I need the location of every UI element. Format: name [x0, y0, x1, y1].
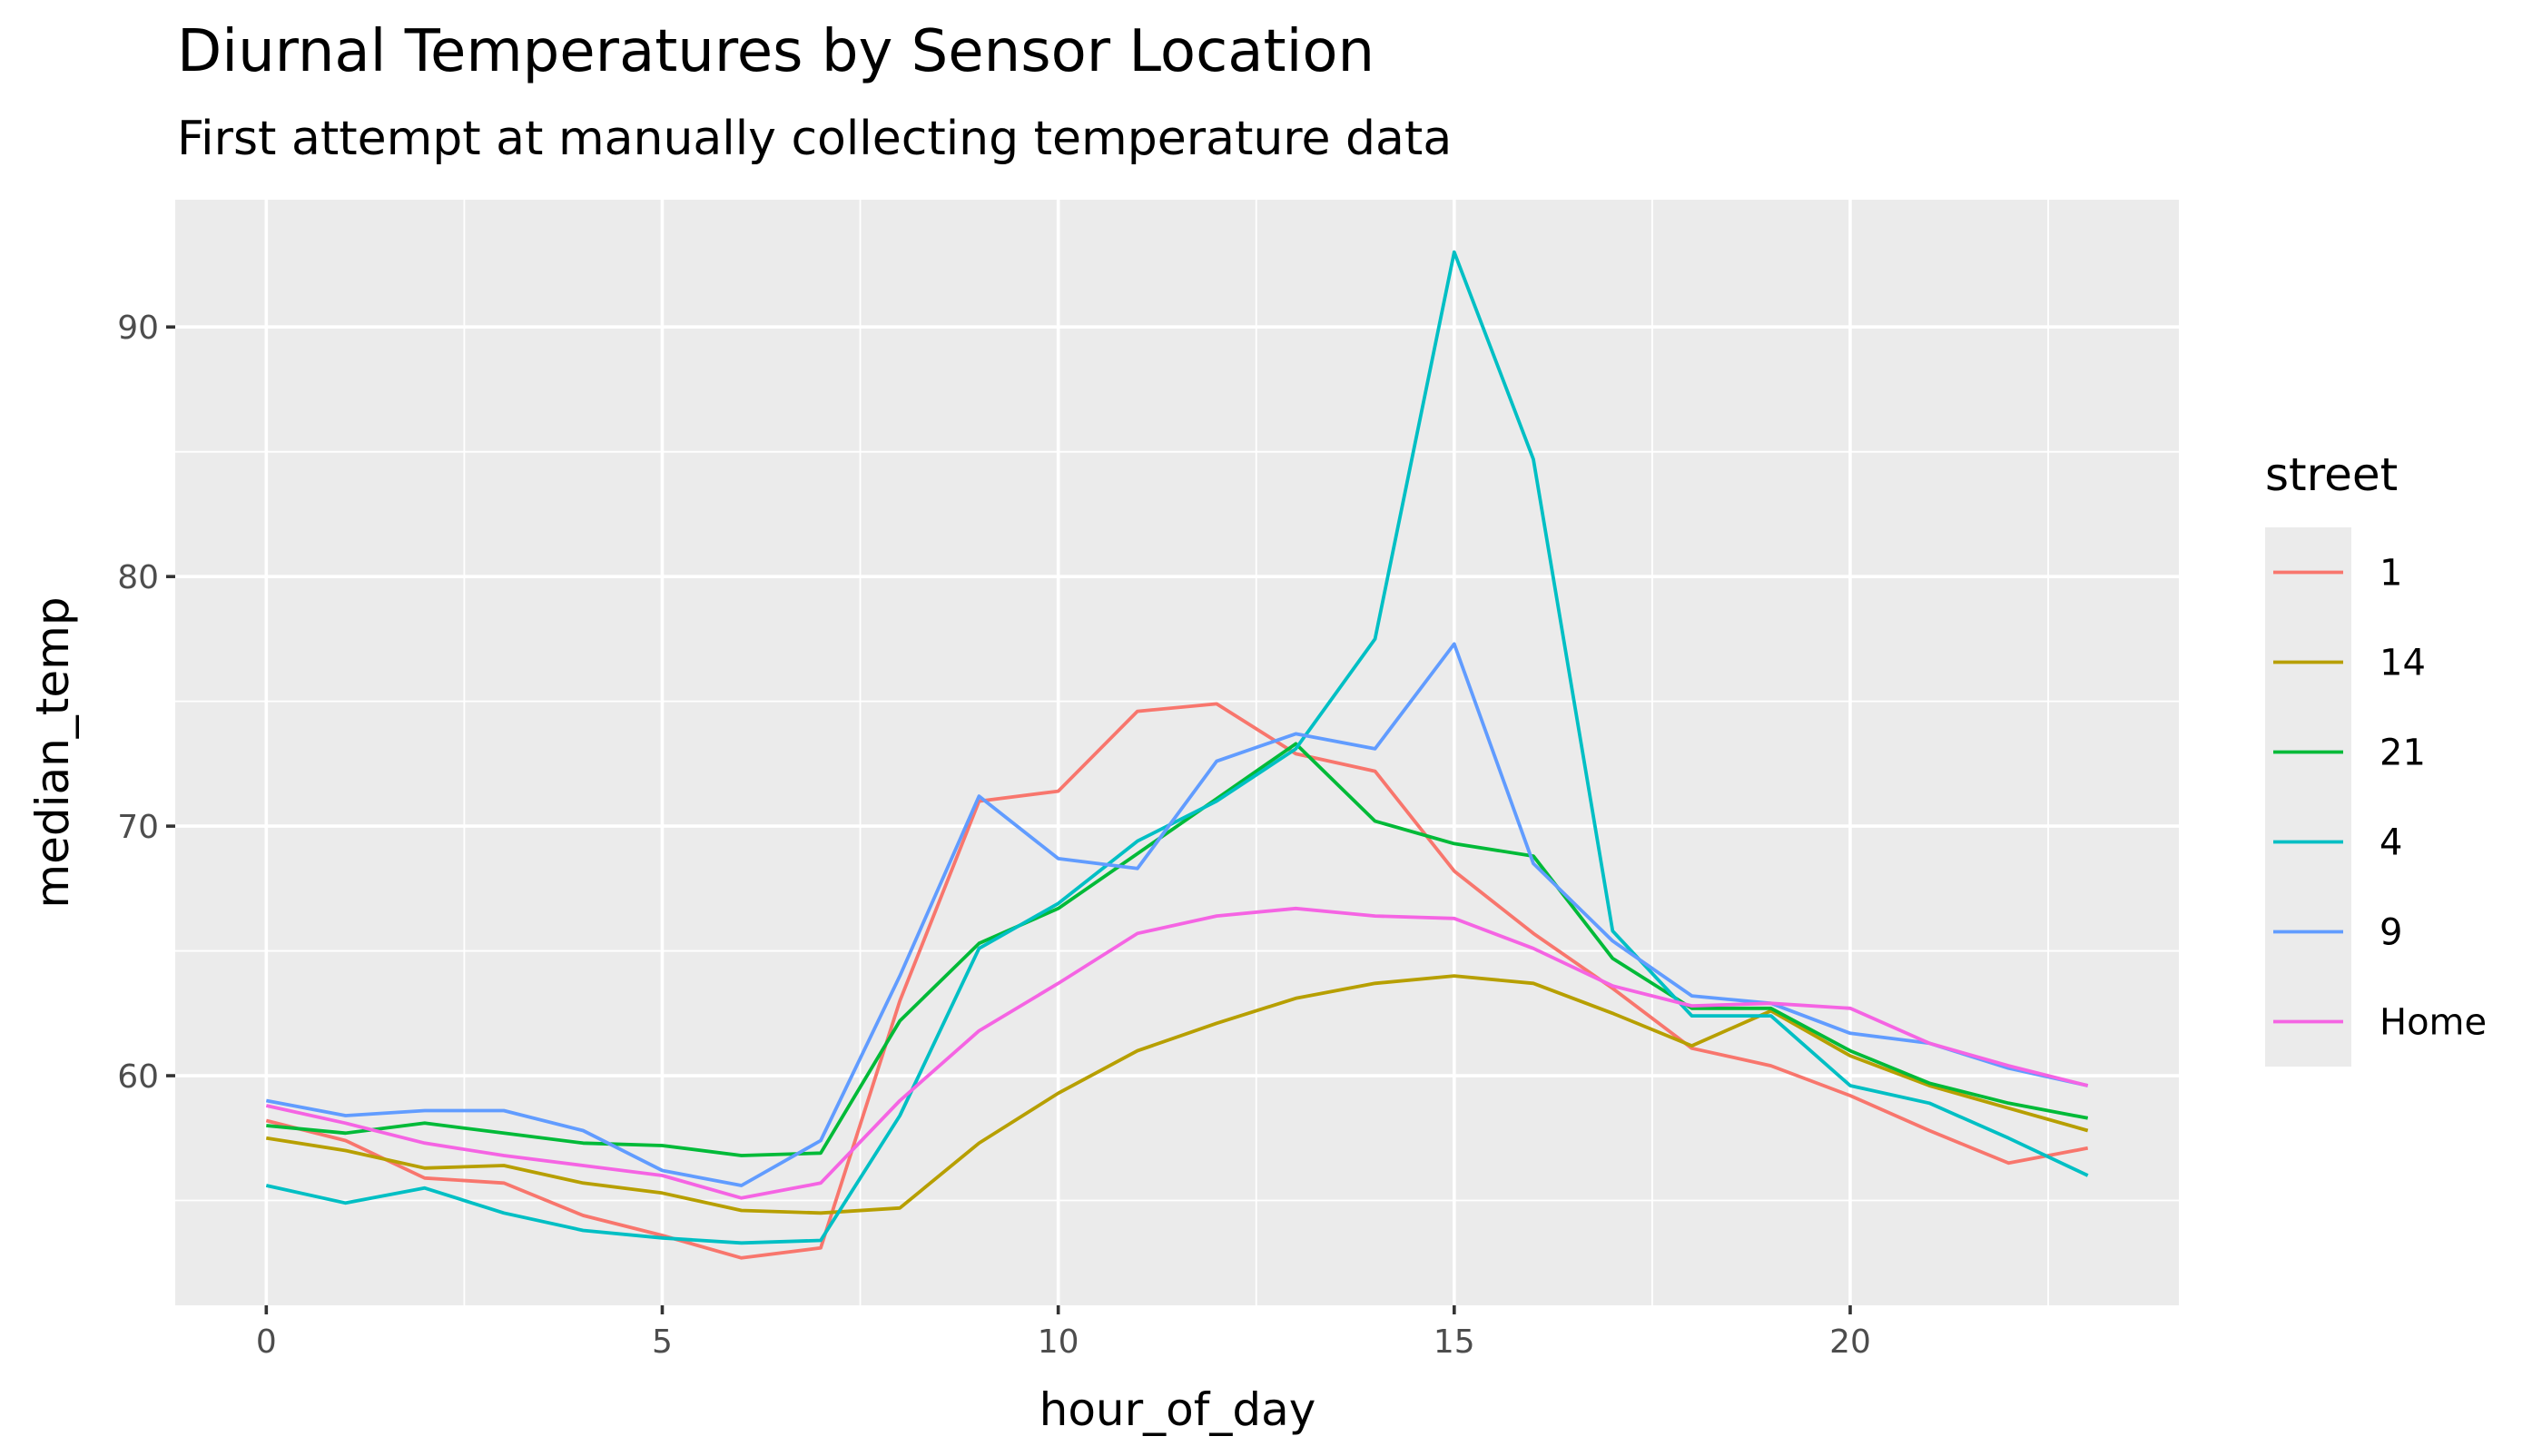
- y-tick-label: 80: [117, 559, 159, 596]
- series-line-9: [265, 642, 2089, 1187]
- legend-label: 9: [2379, 912, 2402, 954]
- legend-label: 1: [2379, 553, 2402, 595]
- x-tick-label: 10: [1038, 1323, 1079, 1361]
- x-tick-label: 0: [256, 1323, 277, 1361]
- legend-label: 21: [2379, 733, 2426, 774]
- y-axis-title: median_temp: [26, 596, 79, 908]
- axes: 0 5 10 15 20 60 70 80 90: [117, 310, 1871, 1361]
- x-tick-label: 15: [1434, 1323, 1475, 1361]
- y-tick-label: 70: [117, 809, 159, 846]
- legend-label: 14: [2379, 643, 2426, 684]
- legend-label: Home: [2379, 1002, 2487, 1044]
- series-lines: [265, 250, 2089, 1260]
- chart-subtitle: First attempt at manually collecting tem…: [177, 112, 1452, 166]
- x-tick-label: 20: [1829, 1323, 1871, 1361]
- legend-label: 4: [2379, 822, 2402, 864]
- gridlines: [175, 200, 2179, 1305]
- series-line-21: [266, 742, 2089, 1157]
- series-line-14: [266, 974, 2089, 1215]
- legend-title: street: [2265, 448, 2398, 501]
- legend: street 1 14 21 4 9 Home: [2265, 448, 2487, 1067]
- chart-title: Diurnal Temperatures by Sensor Location: [177, 18, 1374, 85]
- x-tick-label: 5: [652, 1323, 673, 1361]
- y-tick-label: 60: [117, 1058, 159, 1096]
- x-axis-title: hour_of_day: [1039, 1383, 1316, 1436]
- plot-panel: [175, 200, 2179, 1305]
- series-line-4: [265, 250, 2089, 1245]
- y-tick-label: 90: [117, 310, 159, 347]
- series-line-1: [265, 702, 2089, 1260]
- series-line-home: [265, 906, 2089, 1200]
